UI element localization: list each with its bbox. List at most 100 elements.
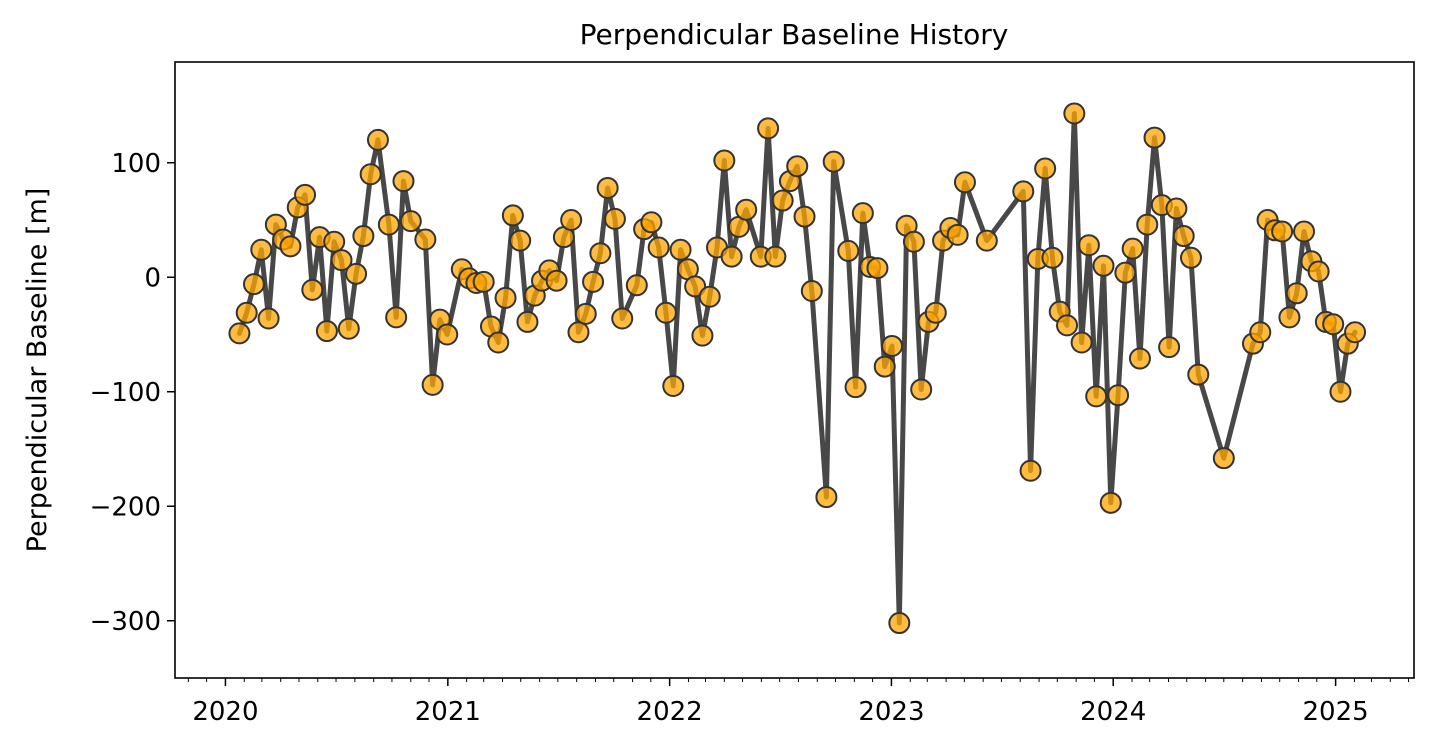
data-point	[625, 274, 648, 297]
data-point	[1114, 261, 1137, 284]
data-point	[771, 189, 794, 212]
data-point	[472, 270, 495, 293]
y-tick-label: 0	[144, 263, 161, 293]
data-point	[487, 331, 510, 354]
data-point	[669, 238, 692, 261]
y-tick-label: −300	[90, 607, 161, 637]
data-point	[323, 230, 346, 253]
data-point	[582, 270, 605, 293]
data-point	[1143, 126, 1166, 149]
data-point	[257, 307, 280, 330]
data-point	[436, 323, 459, 346]
y-tick-label: −200	[90, 492, 161, 522]
data-point	[242, 273, 265, 296]
data-point	[873, 355, 896, 378]
data-point	[1187, 363, 1210, 386]
data-point	[640, 211, 663, 234]
data-point	[545, 269, 568, 292]
x-tick-label: 2022	[637, 697, 703, 727]
plot-area: 100 0 −100 −200 −300 2020 2021 2022 2023 2024 2025	[90, 102, 1410, 727]
data-point	[691, 324, 714, 347]
data-point	[1271, 220, 1294, 243]
data-point	[881, 334, 904, 357]
data-point	[1107, 384, 1130, 407]
y-tick-label: −100	[90, 378, 161, 408]
data-point	[698, 285, 721, 308]
data-point	[822, 150, 845, 173]
data-point	[1085, 385, 1108, 408]
data-point	[574, 302, 597, 325]
data-point	[1056, 314, 1079, 337]
data-point	[735, 198, 758, 221]
data-point	[399, 210, 422, 233]
data-point	[377, 213, 400, 236]
data-point	[1099, 491, 1122, 514]
data-point	[414, 228, 437, 251]
data-point	[1158, 336, 1181, 359]
data-point	[953, 171, 976, 194]
data-point	[662, 375, 685, 398]
data-point	[757, 117, 780, 140]
data-point	[315, 320, 338, 343]
data-point	[392, 170, 415, 193]
data-point	[866, 257, 889, 280]
data-point	[1121, 237, 1144, 260]
data-point	[647, 236, 670, 259]
data-point	[888, 612, 911, 635]
data-point	[1165, 197, 1188, 220]
data-point	[1034, 157, 1057, 180]
data-point	[793, 205, 816, 228]
data-point	[844, 376, 867, 399]
data-point	[851, 202, 874, 225]
data-point	[1128, 347, 1151, 370]
data-point	[1077, 234, 1100, 257]
y-tick-label: 100	[111, 149, 161, 179]
data-point	[589, 242, 612, 265]
data-point	[516, 310, 539, 333]
chart-title: Perpendicular Baseline History	[580, 18, 1009, 51]
data-point	[1019, 459, 1042, 482]
data-point	[1307, 260, 1330, 283]
data-point	[1092, 254, 1115, 277]
data-point	[352, 225, 375, 248]
x-tick-label: 2024	[1080, 697, 1146, 727]
data-point	[359, 163, 382, 186]
data-point	[902, 230, 925, 253]
data-point	[560, 209, 583, 232]
data-point	[250, 238, 273, 261]
data-point	[1070, 331, 1093, 354]
data-point	[1172, 225, 1195, 248]
data-point	[1344, 321, 1367, 344]
data-point	[720, 245, 743, 268]
data-point	[330, 249, 353, 272]
data-point	[611, 307, 634, 330]
data-point	[494, 286, 517, 309]
plot-frame	[174, 61, 1415, 679]
data-point	[1012, 180, 1035, 203]
data-point	[800, 280, 823, 302]
data-point	[1041, 246, 1064, 269]
x-tick-label: 2023	[858, 697, 924, 727]
data-point	[596, 176, 619, 199]
data-point	[228, 322, 251, 345]
data-point	[1249, 321, 1272, 344]
data-point	[1278, 306, 1301, 329]
data-point	[567, 321, 590, 344]
data-point	[1329, 380, 1352, 403]
data-point	[910, 378, 933, 401]
x-tick-label: 2021	[415, 697, 481, 727]
x-tick-label: 2025	[1303, 697, 1369, 727]
data-point	[1179, 246, 1202, 269]
data-point	[366, 128, 389, 151]
data-point	[786, 155, 809, 178]
data-point	[1136, 213, 1159, 236]
baseline-series-line	[236, 111, 1358, 626]
data-point	[924, 301, 947, 324]
data-point	[1293, 220, 1316, 243]
data-point	[385, 306, 408, 329]
data-point	[421, 373, 444, 396]
x-tick-label: 2020	[192, 697, 258, 727]
data-point	[713, 149, 736, 172]
data-point	[975, 229, 998, 252]
